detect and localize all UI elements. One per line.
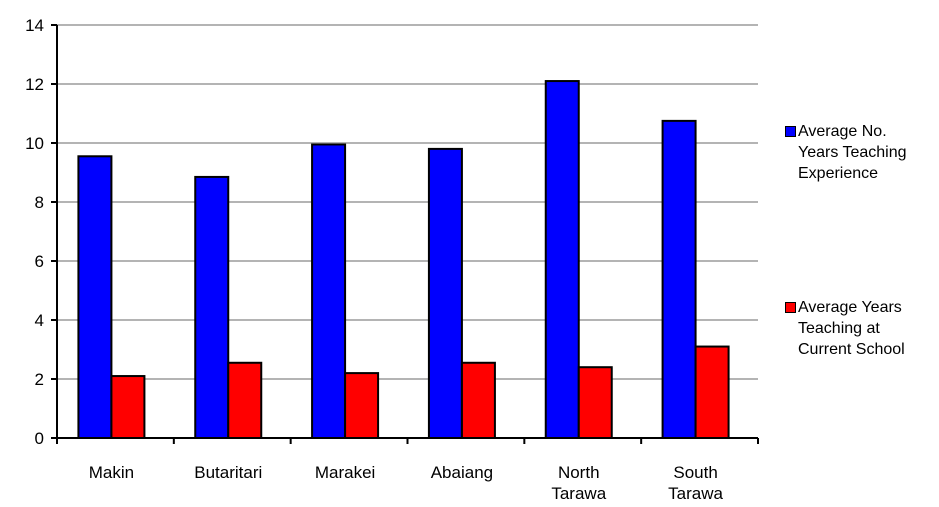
legend-swatch-blue: [785, 126, 796, 137]
x-tick-label: Butaritari: [194, 463, 262, 482]
bar-experience: [311, 143, 347, 439]
x-tick-label: Marakei: [315, 463, 375, 482]
y-tick-label: 4: [35, 311, 44, 330]
bar-experience: [77, 155, 113, 439]
bar-experience: [544, 80, 580, 440]
y-tick-label: 6: [35, 252, 44, 271]
y-tick-labels: 0 2 4 6 8 10 12 14: [25, 16, 44, 448]
legend-swatch-red: [785, 302, 796, 313]
bar-current-school: [460, 361, 496, 439]
bar-experience: [194, 175, 230, 440]
x-tick-label: Makin: [89, 463, 134, 482]
x-tick-label: Abaiang: [431, 463, 493, 482]
y-tick-label: 2: [35, 370, 44, 389]
y-tick-label: 14: [25, 16, 44, 35]
bar-current-school: [694, 345, 730, 439]
gridlines: [57, 24, 758, 380]
bar-current-school: [577, 366, 613, 440]
legend-label-experience: Average No. Years Teaching Experience: [798, 123, 907, 182]
x-tick-labels: Makin Butaritari Marakei Abaiang North Tarawa…: [89, 463, 724, 503]
legend-label-current-school: Average Years Teaching at Current School: [798, 299, 905, 358]
y-tick-label: 12: [25, 75, 44, 94]
y-tick-label: 10: [25, 134, 44, 153]
legend-item-experience: Average No. Years Teaching Experience: [785, 121, 939, 184]
bar-current-school: [227, 361, 263, 439]
y-tick-label: 0: [35, 429, 44, 448]
bar-experience: [427, 147, 463, 439]
x-tick-label: North Tarawa: [551, 463, 606, 503]
bar-current-school: [110, 375, 146, 439]
legend-item-current-school: Average Years Teaching at Current School: [785, 297, 939, 360]
bar-current-school: [344, 372, 380, 440]
axes: [51, 24, 759, 444]
bar-experience: [661, 119, 697, 439]
bars: [77, 80, 730, 440]
x-tick-label: South Tarawa: [668, 463, 723, 503]
y-tick-label: 8: [35, 193, 44, 212]
